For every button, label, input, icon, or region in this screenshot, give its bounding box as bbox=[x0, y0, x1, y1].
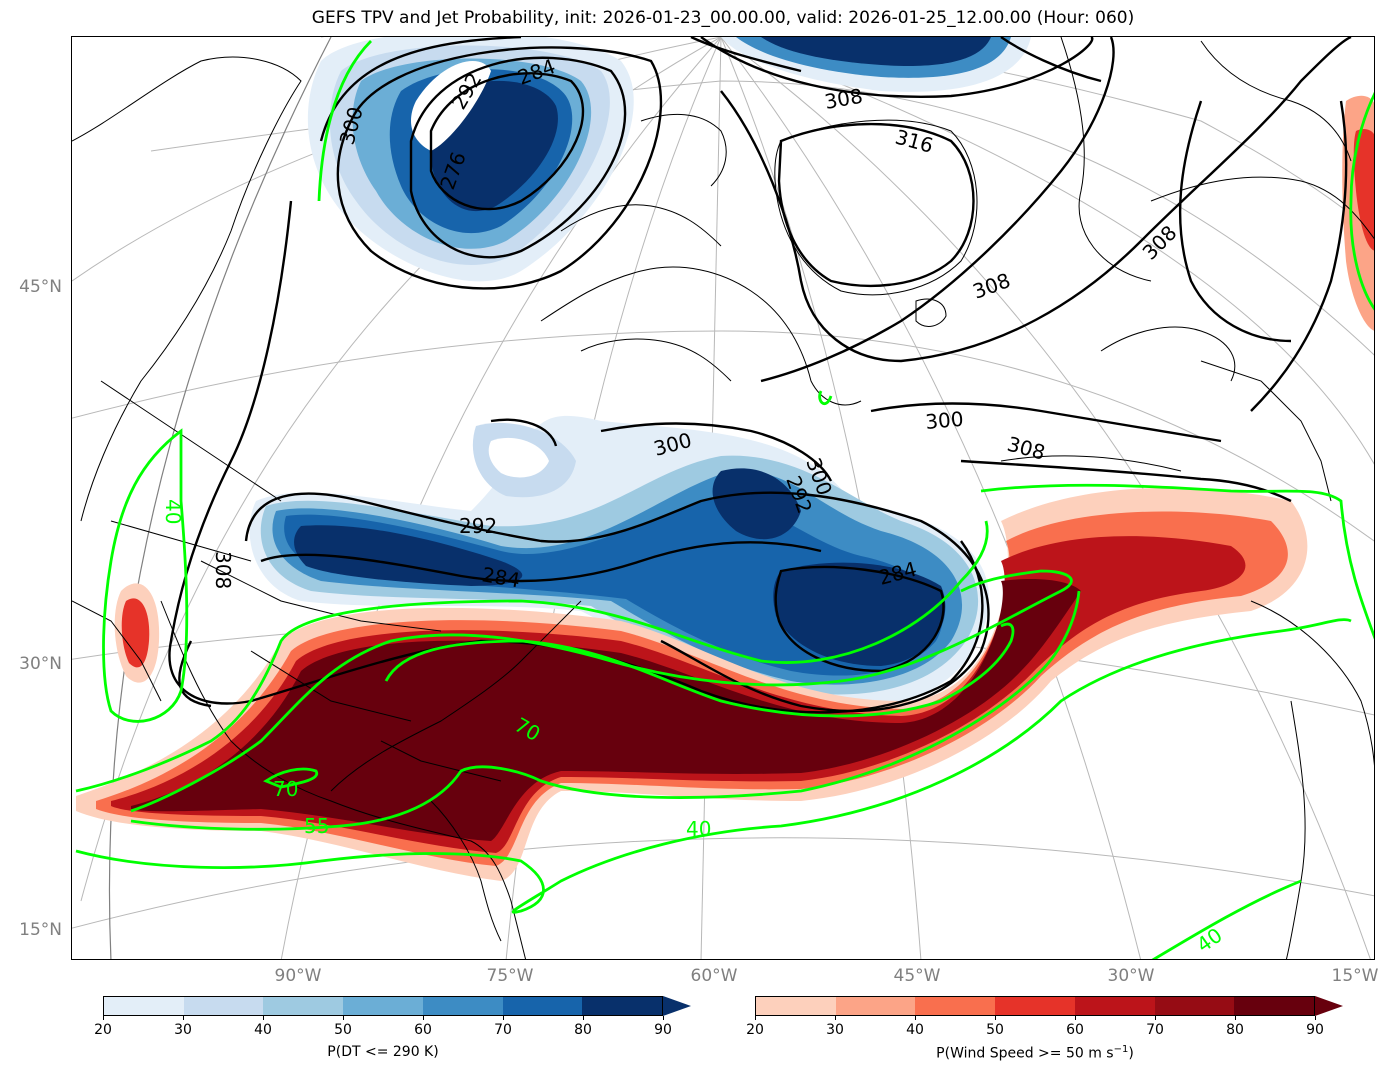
colorbar-wind-extend-arrow bbox=[1315, 996, 1343, 1016]
coastlines bbox=[72, 37, 1374, 959]
map-canvas[interactable]: 284 276 292 300 308 316 292 284 292 300 … bbox=[72, 37, 1375, 960]
colorbar-tick-label: 70 bbox=[494, 1022, 512, 1038]
theta-label: 308 bbox=[823, 84, 865, 114]
theta-contours bbox=[168, 37, 1352, 714]
colorbar-tickmark bbox=[343, 1016, 344, 1020]
jet-label: 40 bbox=[686, 817, 711, 841]
colorbar-tick-label: 30 bbox=[174, 1022, 192, 1038]
lon-label-30w: 30°W bbox=[1107, 966, 1155, 986]
colorbar-tickmark bbox=[915, 1016, 916, 1020]
colorbar-tickmark bbox=[755, 1016, 756, 1020]
colorbar-swatch bbox=[1234, 997, 1315, 1015]
colorbar-tick-label: 80 bbox=[574, 1022, 592, 1038]
theta-label: 308 bbox=[211, 551, 235, 589]
colorbar-wind-label-main: P(Wind Speed >= 50 m s bbox=[936, 1045, 1114, 1062]
colorbar-tick-label: 40 bbox=[254, 1022, 272, 1038]
colorbar-tickmark bbox=[103, 1016, 104, 1020]
colorbar-tick-label: 50 bbox=[986, 1022, 1004, 1038]
map-panel[interactable]: 284 276 292 300 308 316 292 284 292 300 … bbox=[71, 36, 1375, 960]
colorbar-wind: 20 30 40 50 60 70 80 90 P(Wind Speed >= 50 m s−… bbox=[746, 996, 1345, 1062]
colorbar-tick-label: 30 bbox=[826, 1022, 844, 1038]
colorbar-tick-label: 60 bbox=[1066, 1022, 1084, 1038]
colorbar-tick-label: 20 bbox=[94, 1022, 112, 1038]
theta-label: 316 bbox=[893, 125, 936, 158]
colorbar-dt-extend-arrow bbox=[663, 996, 691, 1016]
map-title: GEFS TPV and Jet Probability, init: 2026… bbox=[311, 8, 1135, 28]
jet-label: 40 bbox=[161, 499, 185, 524]
colorbar-tickmark bbox=[503, 1016, 504, 1020]
colorbar-tick-label: 20 bbox=[746, 1022, 764, 1038]
jet-label: 70 bbox=[273, 777, 298, 801]
colorbar-tick-label: 60 bbox=[414, 1022, 432, 1038]
jet-probability-fill bbox=[76, 95, 1374, 881]
theta-label: 292 bbox=[459, 514, 497, 538]
colorbar-dt-label: P(DT <= 290 K) bbox=[327, 1044, 439, 1060]
colorbar-swatch bbox=[915, 997, 996, 1015]
colorbar-tickmark bbox=[1075, 1016, 1076, 1020]
colorbar-tickmark bbox=[583, 1016, 584, 1020]
colorbar-tick-label: 50 bbox=[334, 1022, 352, 1038]
lon-label-60w: 60°W bbox=[690, 966, 738, 986]
colorbar-tick-label: 80 bbox=[1226, 1022, 1244, 1038]
lat-label-45n: 45°N bbox=[19, 277, 62, 297]
colorbar-tick-label: 70 bbox=[1146, 1022, 1164, 1038]
colorbar-swatch bbox=[756, 997, 836, 1015]
graticule-outer bbox=[108, 37, 332, 959]
colorbar-wind-label: P(Wind Speed >= 50 m s−1) bbox=[936, 1044, 1134, 1062]
theta-label: 300 bbox=[924, 407, 964, 434]
colorbar-tickmark bbox=[663, 1016, 664, 1020]
colorbar-wind-label-sup: −1 bbox=[1113, 1044, 1129, 1055]
colorbar-swatch bbox=[1074, 997, 1155, 1015]
lon-label-90w: 90°W bbox=[274, 966, 322, 986]
colorbar-tickmark bbox=[1315, 1016, 1316, 1020]
tpv-probability-fill bbox=[249, 37, 1031, 709]
colorbar-swatch bbox=[183, 997, 264, 1015]
jet-contours bbox=[75, 40, 1374, 959]
colorbar-swatch bbox=[582, 997, 663, 1015]
colorbar-tickmark bbox=[835, 1016, 836, 1020]
colorbar-tick-label: 40 bbox=[906, 1022, 924, 1038]
colorbar-tick-label: 90 bbox=[654, 1022, 672, 1038]
colorbar-tickmark bbox=[1235, 1016, 1236, 1020]
theta-label: 308 bbox=[970, 268, 1014, 304]
colorbar-dt-swatches bbox=[103, 996, 663, 1016]
colorbar-dt: 20 30 40 50 60 70 80 90 P(DT <= 290 K) bbox=[94, 996, 693, 1060]
colorbar-wind-swatches bbox=[755, 996, 1315, 1016]
lon-label-75w: 75°W bbox=[486, 966, 534, 986]
colorbar-tick-label: 90 bbox=[1306, 1022, 1324, 1038]
colorbar-swatch bbox=[104, 997, 184, 1015]
jet-label: 55 bbox=[304, 814, 329, 838]
colorbar-swatch bbox=[835, 997, 916, 1015]
colorbar-swatch bbox=[263, 997, 344, 1015]
lon-label-45w: 45°W bbox=[893, 966, 941, 986]
colorbar-tickmark bbox=[423, 1016, 424, 1020]
theta-contour-labels: 284 276 292 300 308 316 292 284 292 300 … bbox=[211, 54, 1182, 592]
theta-label: 308 bbox=[1138, 221, 1182, 265]
colorbar-tickmark bbox=[995, 1016, 996, 1020]
colorbar-tickmark bbox=[263, 1016, 264, 1020]
colorbar-tickmark bbox=[1155, 1016, 1156, 1020]
colorbar-swatch bbox=[502, 997, 583, 1015]
colorbar-tickmark bbox=[183, 1016, 184, 1020]
colorbar-swatch bbox=[343, 997, 423, 1015]
colorbar-swatch bbox=[995, 997, 1075, 1015]
colorbar-swatch bbox=[1154, 997, 1235, 1015]
jet-label: 40 bbox=[1192, 923, 1227, 957]
colorbar-wind-label-end: ) bbox=[1128, 1045, 1134, 1062]
lon-label-15w: 15°W bbox=[1331, 966, 1379, 986]
lat-label-30n: 30°N bbox=[19, 654, 62, 674]
colorbar-swatch bbox=[422, 997, 503, 1015]
lat-label-15n: 15°N bbox=[19, 920, 62, 940]
